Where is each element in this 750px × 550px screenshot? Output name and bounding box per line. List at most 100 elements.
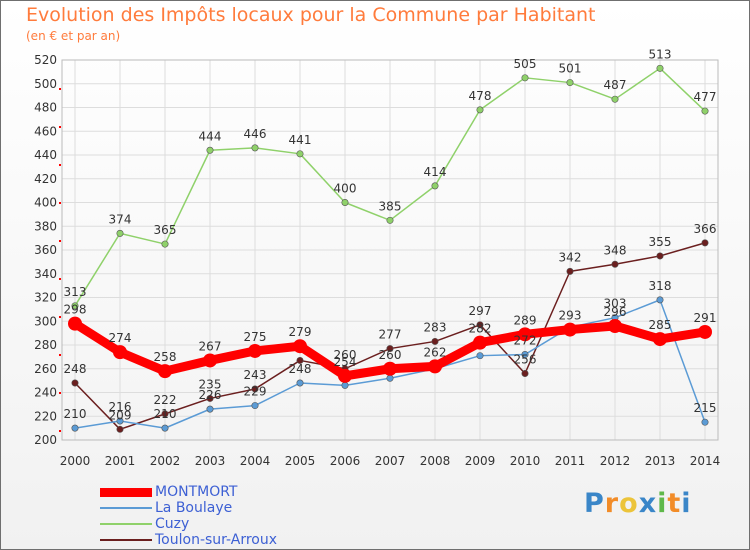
- data-label: 285: [649, 318, 672, 332]
- data-label: 478: [469, 89, 492, 103]
- logo-letter: x: [638, 488, 658, 519]
- proxiti-logo: Proxiti: [584, 488, 692, 519]
- data-point: [248, 343, 262, 358]
- data-point: [158, 364, 172, 379]
- data-label: 441: [289, 133, 312, 147]
- data-point: [251, 144, 259, 152]
- data-point: [71, 424, 79, 432]
- data-label: 283: [424, 320, 447, 334]
- data-label: 215: [694, 401, 717, 415]
- data-point: [611, 260, 619, 268]
- data-label: 274: [109, 331, 132, 345]
- y-tick-label: 380: [34, 219, 57, 233]
- chart-subtitle: (en € et par an): [26, 29, 121, 43]
- data-point: [431, 182, 439, 190]
- data-point: [566, 267, 574, 275]
- data-label: 254: [334, 355, 357, 369]
- data-label: 248: [64, 362, 87, 376]
- data-label: 222: [154, 393, 177, 407]
- data-point: [251, 402, 259, 410]
- data-label: 277: [379, 328, 402, 342]
- data-point: [386, 345, 394, 353]
- y-tick-label: 260: [34, 362, 57, 376]
- data-label: 267: [199, 339, 222, 353]
- x-tick-label: 2005: [285, 454, 316, 468]
- plot-area: [61, 59, 719, 441]
- data-point: [476, 106, 484, 114]
- x-tick-label: 2007: [375, 454, 406, 468]
- data-label: 501: [559, 62, 582, 76]
- data-label: 210: [64, 407, 87, 421]
- data-point: [473, 335, 487, 350]
- data-point: [701, 239, 709, 247]
- logo-letter: i: [657, 488, 668, 519]
- data-point: [701, 418, 709, 426]
- y-tick-label: 300: [34, 314, 57, 328]
- data-point: [653, 332, 667, 347]
- y-tick-label: 320: [34, 291, 57, 305]
- data-label: 260: [334, 348, 357, 362]
- y-tick-label: 340: [34, 267, 57, 281]
- data-label: 272: [514, 334, 537, 348]
- data-point: [521, 74, 529, 82]
- y-tick-label: 400: [34, 196, 57, 210]
- x-tick-label: 2000: [60, 454, 91, 468]
- x-tick-label: 2001: [105, 454, 136, 468]
- data-point: [113, 345, 127, 360]
- data-point: [428, 359, 442, 374]
- data-label: 235: [199, 377, 222, 391]
- y-tick-label: 480: [34, 101, 57, 115]
- data-label: 374: [109, 212, 132, 226]
- data-point: [386, 374, 394, 382]
- data-label: 303: [604, 297, 627, 311]
- data-label: 313: [64, 285, 87, 299]
- legend-swatch: [100, 523, 152, 525]
- data-label: 291: [694, 311, 717, 325]
- data-label: 348: [604, 243, 627, 257]
- data-point: [701, 107, 709, 115]
- data-label: 297: [469, 304, 492, 318]
- data-label: 366: [694, 222, 717, 236]
- data-point: [116, 425, 124, 433]
- data-point: [251, 385, 259, 393]
- chart-title: Evolution des Impôts locaux pour la Comm…: [26, 4, 596, 26]
- legend-label: Toulon-sur-Arroux: [155, 532, 278, 548]
- data-label: 487: [604, 78, 627, 92]
- data-label: 248: [289, 362, 312, 376]
- data-label: 342: [559, 250, 582, 264]
- x-tick-label: 2011: [555, 454, 586, 468]
- data-label: 243: [244, 368, 267, 382]
- data-point: [116, 229, 124, 237]
- data-label: 210: [154, 407, 177, 421]
- y-tick-label: 360: [34, 243, 57, 257]
- data-point: [296, 379, 304, 387]
- data-label: 226: [199, 388, 222, 402]
- data-label: 385: [379, 199, 402, 213]
- data-point: [563, 322, 577, 337]
- data-point: [386, 216, 394, 224]
- data-label: 365: [154, 223, 177, 237]
- legend-label: MONTMORT: [155, 484, 238, 500]
- data-point: [431, 337, 439, 345]
- x-tick-label: 2006: [330, 454, 361, 468]
- data-point: [611, 95, 619, 103]
- data-point: [71, 379, 79, 387]
- data-point: [293, 339, 307, 354]
- data-label: 318: [649, 279, 672, 293]
- data-label: 260: [379, 348, 402, 362]
- data-point: [296, 150, 304, 158]
- data-point: [476, 321, 484, 329]
- data-label: 414: [424, 165, 447, 179]
- legend-swatch: [100, 539, 152, 541]
- data-point: [698, 324, 712, 339]
- data-label: 513: [649, 47, 672, 61]
- data-label: 298: [64, 303, 87, 317]
- axes: 200 220 240 260 280 300 320 340 360 380 400 420 440 4…: [34, 53, 720, 468]
- y-tick-label: 220: [34, 409, 57, 423]
- series-lines: [68, 64, 712, 433]
- data-point: [566, 79, 574, 87]
- data-label: 275: [244, 330, 267, 344]
- data-label: 400: [334, 182, 357, 196]
- data-point: [161, 410, 169, 418]
- y-tick-label: 200: [34, 433, 57, 447]
